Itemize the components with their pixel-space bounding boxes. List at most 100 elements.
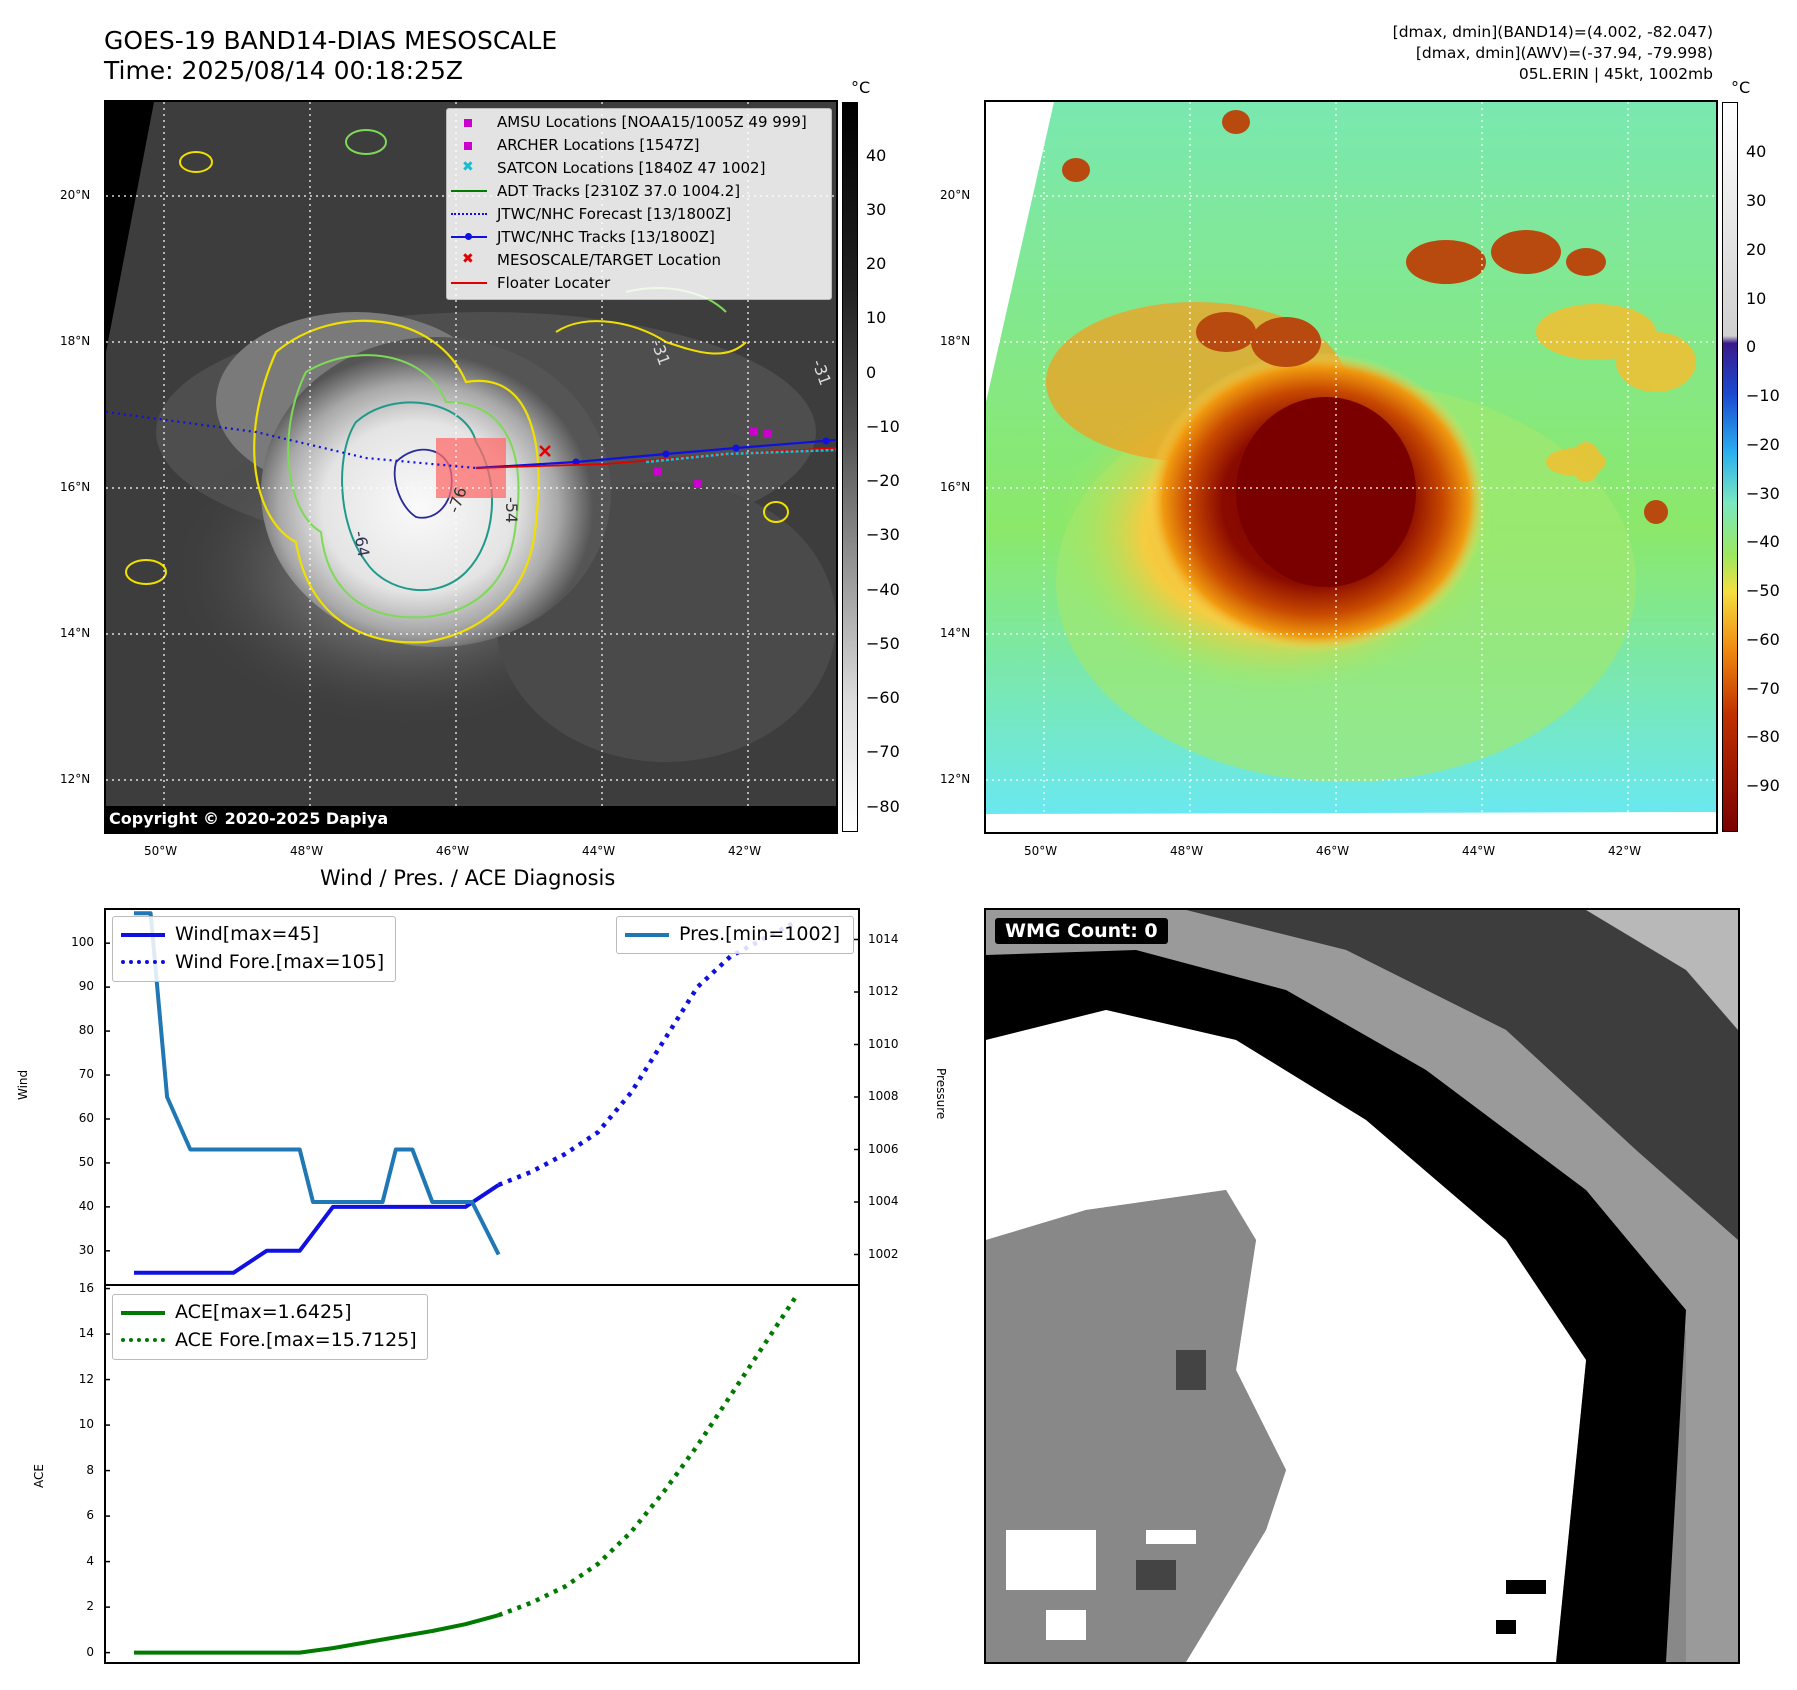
dotted-line-icon [121,1338,165,1342]
color-ir-map-image [986,102,1716,832]
colorbar-tick: −10 [866,417,900,436]
y2-tick-label: 1012 [868,984,899,998]
lon-label: 42°W [728,844,762,858]
colorbar-tick: 30 [866,200,887,219]
lon-label: 42°W [1608,844,1642,858]
lat-label: 16°N [60,480,91,494]
y-tick-label: 12 [78,1371,94,1386]
y2-tick-label: 1004 [868,1194,899,1208]
colorbar-tick: −80 [1746,727,1780,746]
wind-legend: Wind[max=45] Wind Fore.[max=105] [112,916,396,982]
pressure-legend: Pres.[min=1002] [616,916,854,954]
y2-tick-label: 1010 [868,1036,899,1051]
colorbar-tick: 10 [866,308,887,327]
lon-label: 46°W [1316,844,1350,858]
ir-map-panel: -76 -64 -54 -31 -31 [104,100,838,834]
lat-label: 20°N [60,188,91,202]
y-tick-label: 70 [78,1067,94,1082]
lat-label: 18°N [940,334,971,348]
colorbar-tick: −60 [1746,630,1780,649]
line-icon [121,1311,165,1315]
dotted-line-icon [121,960,165,964]
lat-label: 12°N [60,772,91,786]
colorbar-tick: 30 [1746,191,1767,210]
lon-label: 48°W [290,844,324,858]
colorbar-tick: −40 [1746,532,1780,551]
copyright-banner: Copyright © 2020-2025 Dapiya [104,806,836,832]
diagnostic-info: [dmax, dmin](BAND14)=(4.002, -82.047) [d… [1393,22,1713,85]
colorbar-tick: 20 [1746,240,1767,259]
colorbar-tick: −30 [866,525,900,544]
wind-axis-label: Wind [16,1069,30,1100]
y-tick-label: 40 [78,1198,94,1213]
series-line [497,1293,799,1618]
colorbar-tick: −20 [1746,435,1780,454]
lat-label: 18°N [60,334,91,348]
y-tick-label: 10 [78,1417,94,1432]
line-icon [625,933,669,937]
colorbar-tick: 20 [866,254,887,273]
lon-label: 50°W [144,844,178,858]
title-time: Time: 2025/08/14 00:18:25Z [104,56,463,85]
colorbar-tick: −70 [866,742,900,761]
pressure-axis-label: Pressure [934,1068,948,1120]
colorbar-tick: −80 [866,797,900,816]
wmg-panel [984,908,1740,1664]
colorbar-tick: −70 [1746,679,1780,698]
lon-label: 46°W [436,844,470,858]
y-tick-label: 50 [78,1154,94,1169]
y-tick-label: 4 [86,1553,94,1568]
y-tick-label: 16 [78,1280,94,1295]
series-line [134,1183,500,1275]
lat-label: 12°N [940,772,971,786]
y-tick-label: 90 [78,979,94,994]
y2-tick-label: 1006 [868,1141,899,1156]
dotted-line-icon [451,213,487,215]
colorbar-tick: −30 [1746,484,1780,503]
info-storm: 05L.ERIN | 45kt, 1002mb [1518,65,1713,83]
ir-map-image: -76 -64 -54 -31 -31 [106,102,836,832]
y-tick-label: 100 [71,935,94,950]
lat-label: 14°N [60,626,91,640]
color-colorbar-unit: °C [1731,78,1751,97]
y-tick-label: 8 [86,1462,94,1477]
y-tick-label: 80 [78,1023,94,1038]
ir-colorbar-unit: °C [851,78,871,97]
lon-label: 48°W [1170,844,1204,858]
line-icon [451,282,487,284]
square-marker-icon [464,142,472,150]
colorbar-tick: −40 [866,580,900,599]
title-product: GOES-19 BAND14-DIAS MESOSCALE [104,26,558,55]
lat-label: 20°N [940,188,971,202]
lon-label: 44°W [582,844,616,858]
chart-title: GOES-19 BAND14-DIAS MESOSCALE Time: 2025… [104,26,557,86]
colorbar-tick: −50 [866,634,900,653]
colorbar-tick: −60 [866,688,900,707]
chart-section-title: Wind / Pres. / ACE Diagnosis [320,866,616,890]
ace-axis-label: ACE [32,1464,46,1488]
colorbar-tick: 10 [1746,289,1767,308]
lat-label: 14°N [940,626,971,640]
wmg-count-label: WMG Count: 0 [995,918,1168,944]
square-marker-icon [464,119,472,127]
colorbar-tick: 0 [866,363,877,382]
colorbar-tick: −10 [1746,386,1780,405]
x-marker-icon: ✖ [462,159,474,175]
y-tick-label: 6 [86,1508,94,1523]
colorbar-tick: −90 [1746,776,1780,795]
lon-label: 50°W [1024,844,1058,858]
colorbar-tick: 40 [866,146,887,165]
y-tick-label: 0 [86,1644,94,1659]
y-tick-label: 30 [78,1242,94,1257]
contour-label: -54 [502,497,521,523]
y-tick-label: 2 [86,1599,94,1614]
colorbar-tick: 0 [1746,337,1757,356]
y-tick-label: 60 [78,1110,94,1125]
colorbar-tick: −20 [866,471,900,490]
contour-label: -64 [350,529,373,558]
wmg-image [986,910,1738,1662]
info-awv: [dmax, dmin](AWV)=(-37.94, -79.998) [1415,44,1713,62]
line-icon [451,190,487,192]
colorbar-tick: −50 [1746,581,1780,600]
series-line [134,1613,500,1655]
